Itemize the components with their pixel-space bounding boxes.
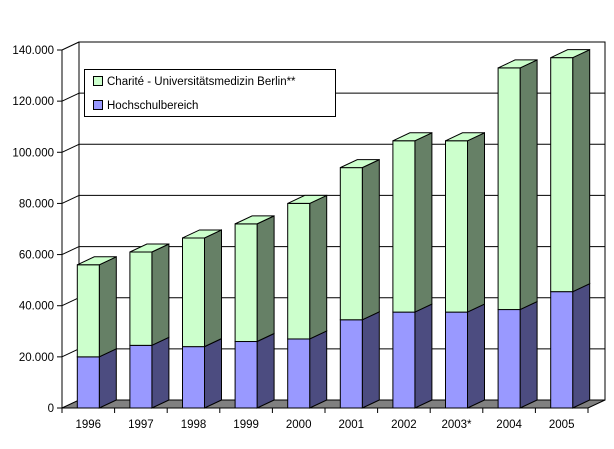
x-tick-label: 2003* bbox=[441, 419, 472, 431]
y-tick-label: 40.000 bbox=[19, 301, 54, 313]
x-tick-label: 1999 bbox=[233, 419, 259, 431]
bar-segment-hochschulbereich bbox=[550, 291, 574, 409]
gridline-diagonal bbox=[61, 297, 80, 307]
x-tick-label: 2002 bbox=[391, 419, 417, 431]
y-tick-label: 0 bbox=[48, 403, 54, 415]
bar-segment-hochschulbereich bbox=[445, 311, 468, 409]
bar-segment-charite-side bbox=[204, 229, 222, 348]
y-tick-label: 60.000 bbox=[19, 250, 54, 262]
bar-segment-charite bbox=[445, 140, 468, 313]
bar-segment-hochschulbereich bbox=[497, 309, 521, 409]
bar-segment-hochschulbereich bbox=[234, 341, 258, 409]
bar-1998 bbox=[182, 229, 222, 409]
bar-top-face bbox=[497, 59, 538, 69]
legend-item-hochschulbereich: Hochschulbereich bbox=[93, 99, 198, 113]
legend-swatch-charite bbox=[93, 75, 103, 86]
x-tick-label: 2000 bbox=[286, 419, 312, 431]
gridline-diagonal bbox=[61, 194, 80, 204]
bar-segment-charite bbox=[339, 167, 363, 321]
bar-segment-hochschulbereich bbox=[76, 356, 100, 409]
bar-segment-hochschulbereich-side bbox=[467, 303, 485, 409]
bar-segment-hochschulbereich-side bbox=[98, 348, 117, 409]
legend-swatch-hochschulbereich bbox=[93, 99, 103, 110]
x-axis: 1996 1997 1998 1999 2000 2001 2002 2003* 2004 200… bbox=[61, 407, 589, 431]
bar-2002 bbox=[392, 131, 433, 409]
bar-segment-hochschulbereich-side bbox=[151, 336, 170, 409]
bar-segment-charite bbox=[76, 264, 100, 358]
x-tick-label: 1998 bbox=[181, 419, 207, 431]
y-tick-label: 20.000 bbox=[19, 352, 54, 364]
bar-segment-charite bbox=[234, 223, 258, 343]
legend-label-charite: Charité - Universitätsmedizin Berlin** bbox=[107, 76, 296, 88]
gridline-diagonal bbox=[61, 92, 80, 102]
bar-segment-charite-side bbox=[151, 243, 170, 347]
legend-item-charite: Charité - Universitätsmedizin Berlin** bbox=[93, 75, 296, 89]
bar-top-face bbox=[287, 194, 327, 204]
x-tick-label: 2005 bbox=[549, 419, 575, 431]
bar-segment-charite-side bbox=[572, 48, 591, 293]
bar-segment-hochschulbereich bbox=[129, 344, 153, 409]
bar-segment-charite-side bbox=[519, 59, 538, 311]
bar-2000 bbox=[287, 194, 328, 409]
bar-segment-hochschulbereich-side bbox=[519, 300, 538, 409]
x-tick-label: 1996 bbox=[76, 419, 102, 431]
bar-segment-charite bbox=[182, 237, 205, 348]
bar-segment-hochschulbereich-side bbox=[572, 282, 591, 409]
bar-1996 bbox=[76, 256, 117, 409]
bar-1999 bbox=[234, 215, 275, 409]
bar-segment-hochschulbereich-side bbox=[204, 337, 222, 409]
bar-segment-charite-side bbox=[98, 256, 117, 358]
bar-segment-hochschulbereich bbox=[182, 346, 205, 409]
bar-top-face bbox=[129, 243, 170, 253]
bar-segment-charite bbox=[497, 67, 521, 311]
bar-segment-hochschulbereich-side bbox=[361, 310, 380, 409]
legend-label-hochschulbereich: Hochschulbereich bbox=[107, 100, 199, 112]
bar-segment-charite-side bbox=[467, 131, 485, 313]
bar-segment-hochschulbereich bbox=[287, 338, 311, 409]
bar-2003* bbox=[445, 131, 485, 409]
gridline-diagonal bbox=[61, 143, 80, 153]
y-axis: 0 20.000 40.000 60.000 80.000 100.000 120.000 1… bbox=[12, 45, 63, 415]
bar-2004 bbox=[497, 59, 538, 409]
bar-top-face bbox=[234, 215, 275, 225]
bar-group bbox=[76, 48, 591, 409]
bar-segment-hochschulbereich-side bbox=[309, 330, 328, 409]
bar-top-face bbox=[392, 132, 433, 142]
bar-1997 bbox=[129, 243, 170, 409]
gridline-diagonal bbox=[61, 348, 80, 358]
bar-segment-hochschulbereich bbox=[392, 311, 416, 409]
bar-segment-charite-side bbox=[414, 131, 433, 313]
bar-2001 bbox=[339, 158, 380, 409]
x-tick-label: 2004 bbox=[496, 419, 522, 431]
legend: Charité - Universitätsmedizin Berlin** H… bbox=[84, 69, 336, 117]
bar-segment-charite-side bbox=[309, 194, 328, 340]
y-tick-label: 100.000 bbox=[12, 147, 54, 159]
bar-top-face bbox=[340, 159, 380, 169]
y-tick-label: 80.000 bbox=[19, 198, 54, 210]
bar-segment-hochschulbereich-side bbox=[256, 332, 275, 409]
bar-top-face bbox=[77, 256, 117, 266]
bar-segment-charite bbox=[129, 251, 153, 346]
x-tick-label: 1997 bbox=[128, 419, 154, 431]
gridline-diagonal bbox=[61, 246, 80, 256]
bar-segment-hochschulbereich bbox=[339, 319, 363, 409]
bar-segment-charite-side bbox=[256, 215, 275, 343]
bar-segment-charite bbox=[287, 202, 311, 340]
bar-top-face bbox=[445, 132, 485, 142]
x-tick-label: 2001 bbox=[339, 419, 365, 431]
bar-top-face bbox=[550, 49, 590, 59]
gridline-diagonal bbox=[61, 41, 80, 51]
bar-2005 bbox=[550, 48, 591, 409]
bar-segment-hochschulbereich-side bbox=[414, 303, 433, 409]
bar-segment-charite bbox=[392, 140, 416, 313]
y-tick-label: 120.000 bbox=[12, 96, 54, 108]
bar-segment-charite bbox=[550, 57, 574, 293]
y-tick-label: 140.000 bbox=[12, 45, 54, 57]
bar-top-face bbox=[182, 229, 222, 239]
bar-segment-charite-side bbox=[361, 158, 380, 321]
